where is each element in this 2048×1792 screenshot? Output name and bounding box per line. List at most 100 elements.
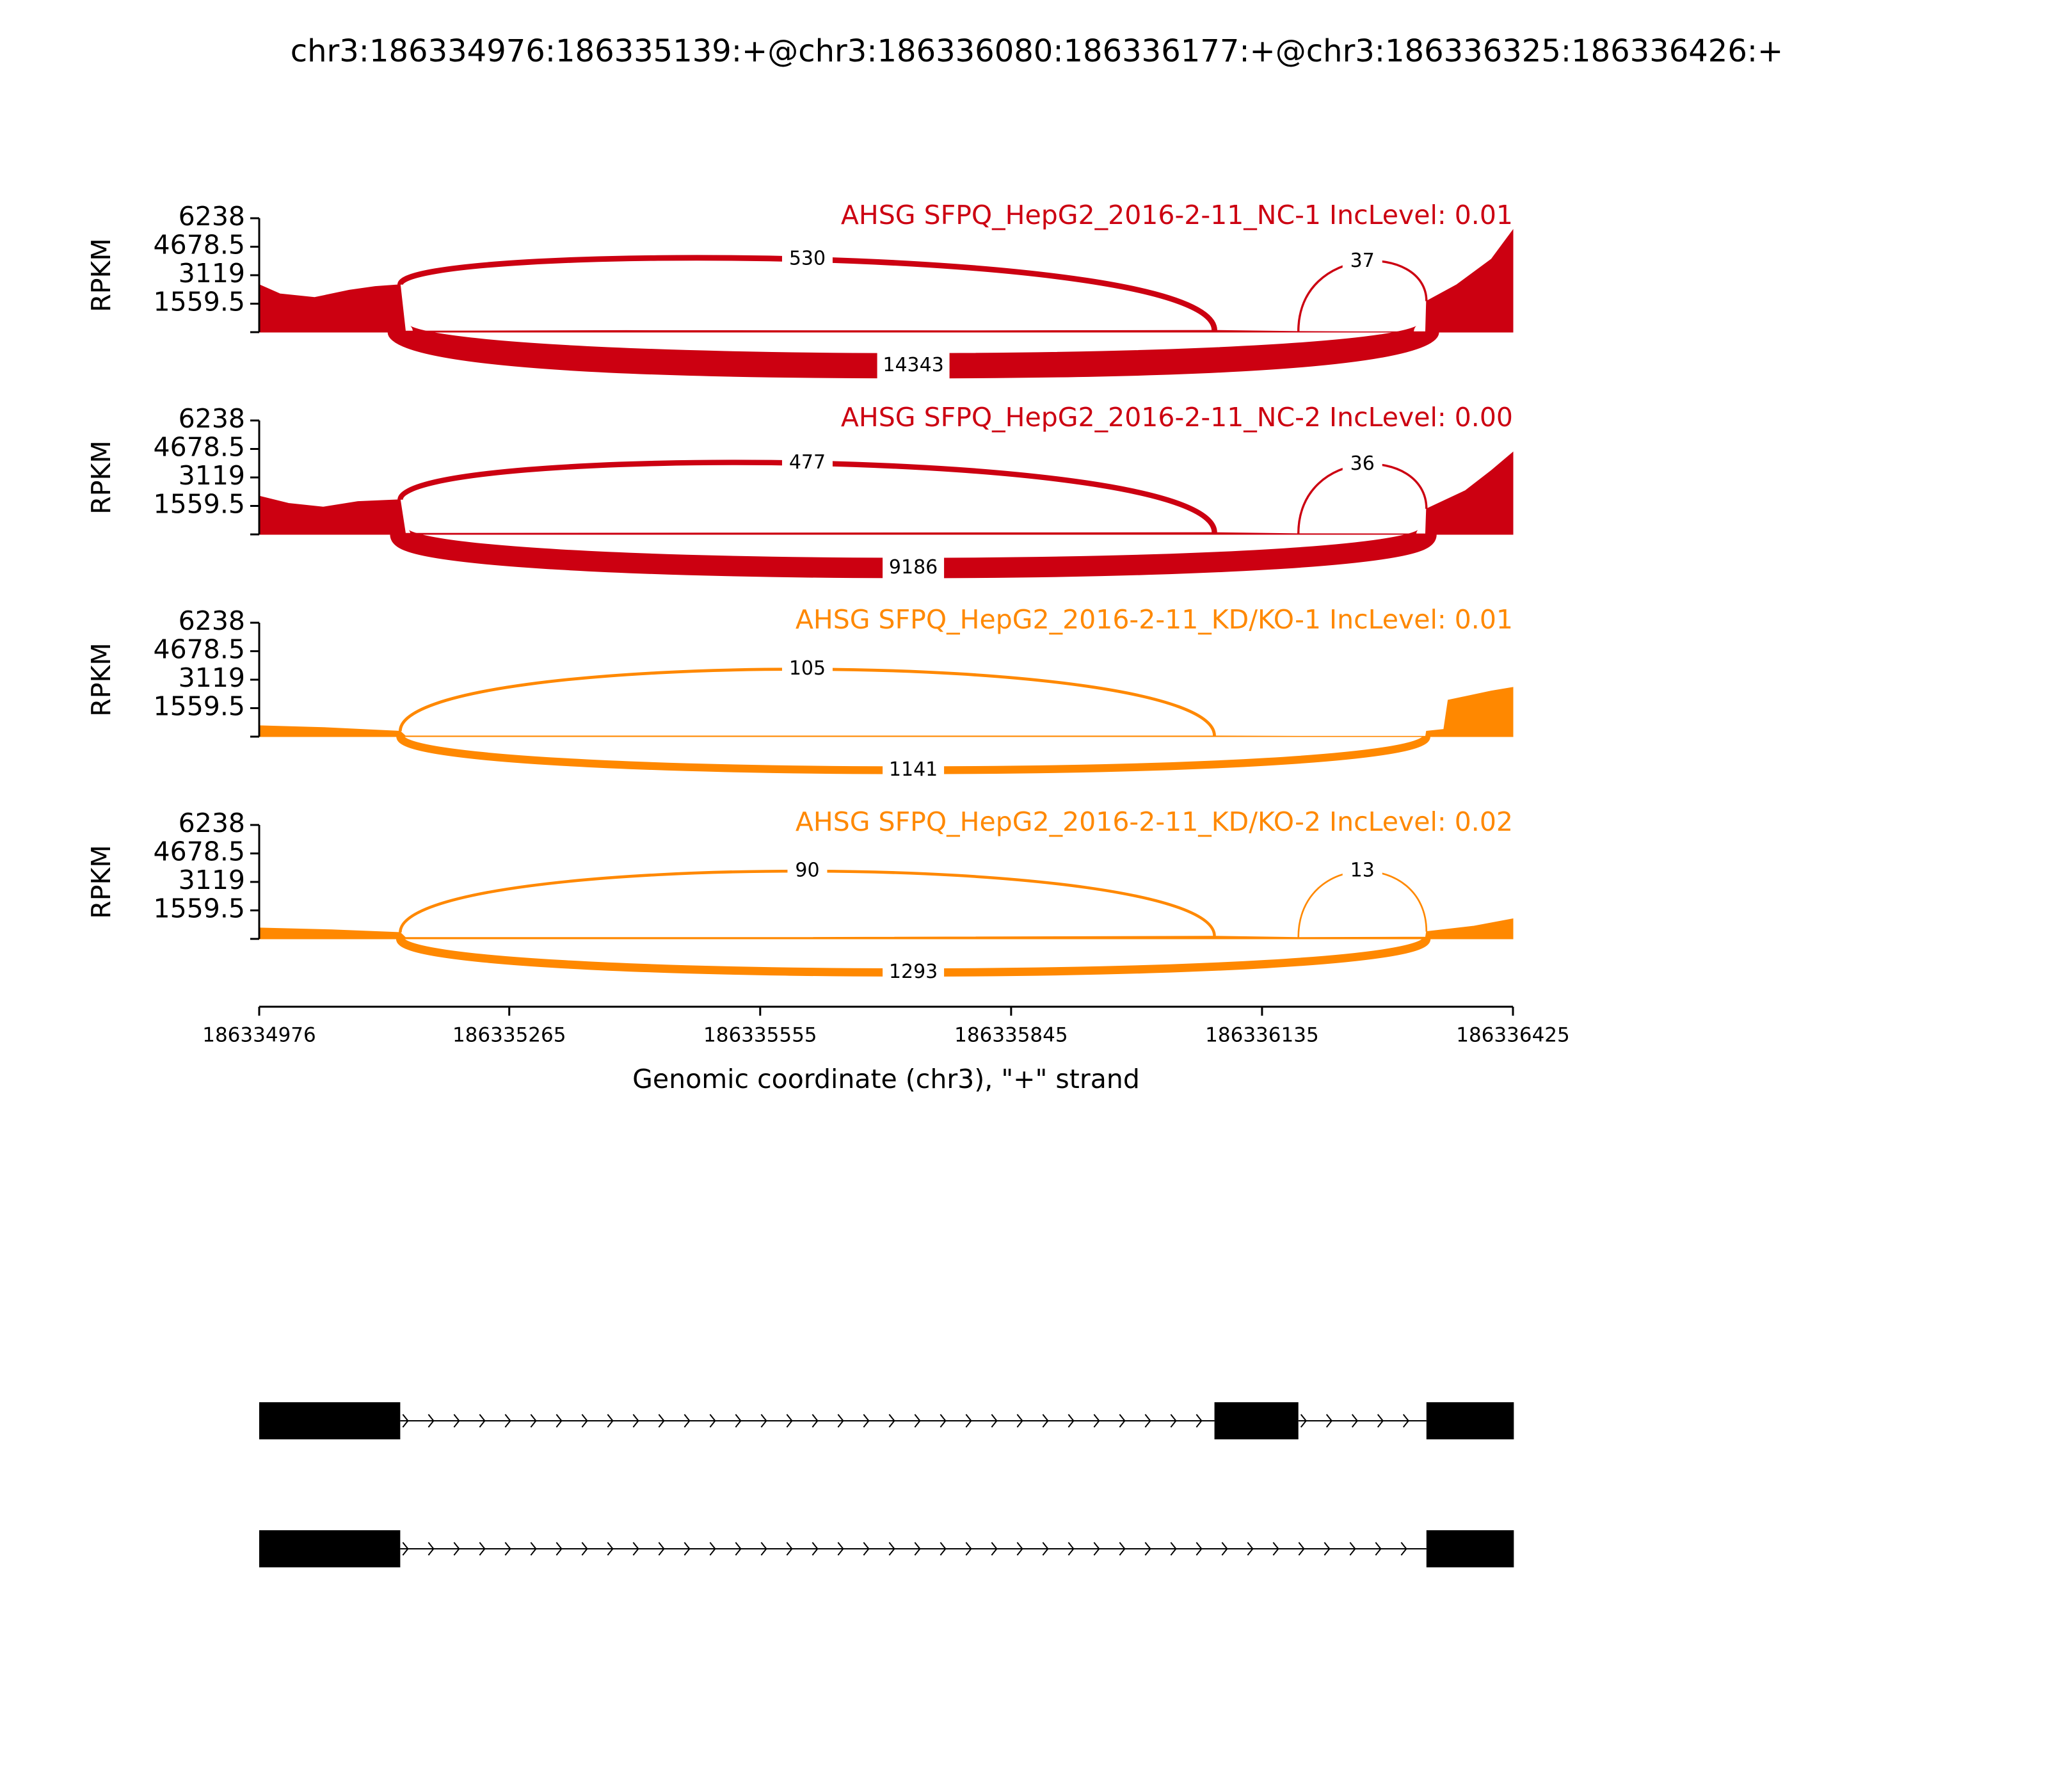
intron-chevron (1016, 1542, 1023, 1556)
intron-chevron (1324, 1542, 1331, 1556)
junction-label: 530 (789, 248, 826, 270)
intron-chevron (504, 1542, 511, 1556)
y-tick-label: 3119 (179, 662, 245, 693)
figure-title: chr3:186334976:186335139:+@chr3:18633608… (291, 33, 1784, 69)
junction-label-bg (883, 554, 945, 582)
intron-chevron (709, 1414, 716, 1428)
intron-chevron (453, 1414, 460, 1428)
intron-chevron (1221, 1542, 1228, 1556)
intron-chevron (940, 1542, 947, 1556)
junction-label: 1141 (889, 758, 938, 781)
intron-chevron (940, 1414, 947, 1428)
intron-chevron (1400, 1542, 1407, 1556)
intron-chevron (888, 1414, 895, 1428)
intron-chevron (479, 1542, 486, 1556)
intron-chevron (556, 1542, 563, 1556)
intron-chevron (1349, 1542, 1356, 1556)
x-tick-label: 186336135 (1205, 1024, 1319, 1047)
intron-chevron (965, 1542, 972, 1556)
junction-label-bg (787, 857, 828, 886)
junction-label-bg (877, 351, 950, 380)
intron-chevron (1402, 1414, 1409, 1428)
intron-chevron (1119, 1414, 1126, 1428)
x-tick-label: 186335845 (954, 1024, 1068, 1047)
intron-chevron (914, 1542, 921, 1556)
x-tick-label: 186334976 (202, 1024, 316, 1047)
y-axis-label: RPKM (86, 643, 116, 716)
intron-chevron (965, 1414, 972, 1428)
intron-chevron (1325, 1414, 1332, 1428)
junction-label-bg (1342, 450, 1382, 479)
intron-chevron (991, 1542, 998, 1556)
exon (1214, 1402, 1299, 1439)
intron-chevron (709, 1542, 716, 1556)
intron-chevron (607, 1542, 614, 1556)
junction-label: 13 (1350, 860, 1375, 882)
y-tick-label: 4678.5 (154, 634, 245, 665)
intron-chevron (812, 1414, 819, 1428)
intron-chevron (760, 1542, 767, 1556)
y-axis-label: RPKM (86, 238, 116, 312)
y-tick-label: 1559.5 (154, 489, 245, 520)
y-tick-label: 1559.5 (154, 691, 245, 722)
intron-chevron (812, 1542, 819, 1556)
y-tick-label: 4678.5 (154, 432, 245, 463)
y-tick-label: 3119 (179, 460, 245, 491)
junction-label: 477 (789, 451, 826, 474)
exon (1426, 1530, 1514, 1567)
intron-chevron (1351, 1414, 1358, 1428)
exon (1426, 1402, 1514, 1439)
intron-chevron (1196, 1414, 1203, 1428)
intron-chevron (991, 1414, 998, 1428)
intron-chevron (607, 1414, 614, 1428)
intron-chevron (1298, 1542, 1305, 1556)
intron-chevron (1247, 1542, 1254, 1556)
intron-chevron (684, 1414, 691, 1428)
x-tick-label: 186336425 (1456, 1024, 1570, 1047)
intron-chevron (1300, 1414, 1307, 1428)
intron-chevron (504, 1414, 511, 1428)
intron-chevron (632, 1414, 639, 1428)
y-tick-label: 4678.5 (154, 836, 245, 867)
intron-chevron (837, 1414, 844, 1428)
intron-chevron (428, 1542, 435, 1556)
intron-chevron (530, 1542, 537, 1556)
junction-label: 14343 (883, 354, 943, 376)
x-tick-label: 186335555 (703, 1024, 817, 1047)
coverage-area (259, 228, 1514, 333)
intron-chevron (1144, 1542, 1151, 1556)
junction-label-bg (781, 655, 833, 684)
intron-chevron (658, 1542, 665, 1556)
intron-chevron (658, 1414, 665, 1428)
intron-chevron (888, 1542, 895, 1556)
y-tick-label: 6238 (179, 605, 245, 636)
intron-chevron (581, 1414, 588, 1428)
junction-label-bg (1342, 247, 1382, 276)
intron-chevron (1042, 1414, 1049, 1428)
exon (259, 1402, 401, 1439)
intron-chevron (1170, 1414, 1177, 1428)
intron-chevron (735, 1414, 742, 1428)
intron-chevron (1377, 1414, 1384, 1428)
intron-chevron (1170, 1542, 1177, 1556)
junction-label-bg (883, 958, 945, 987)
intron-chevron (684, 1542, 691, 1556)
junction-label-bg (1342, 857, 1382, 886)
y-tick-label: 3119 (179, 865, 245, 895)
intron-chevron (1375, 1542, 1382, 1556)
y-axis-label: RPKM (86, 440, 116, 514)
panel-label: AHSG SFPQ_HepG2_2016-2-11_NC-1 IncLevel:… (841, 200, 1513, 230)
coverage-area (259, 918, 1514, 940)
intron-chevron (453, 1542, 460, 1556)
y-tick-label: 1559.5 (154, 287, 245, 317)
intron-chevron (1093, 1414, 1100, 1428)
exon (259, 1530, 401, 1567)
intron-chevron (402, 1414, 409, 1428)
intron-chevron (428, 1414, 435, 1428)
intron-chevron (1042, 1542, 1049, 1556)
